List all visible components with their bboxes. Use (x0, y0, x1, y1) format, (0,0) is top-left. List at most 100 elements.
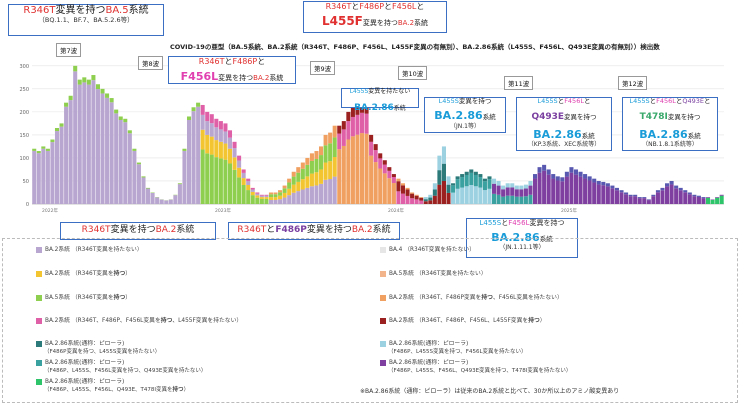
bar-segment (309, 186, 314, 204)
bar-segment (482, 190, 487, 204)
bar-segment (314, 151, 319, 159)
bar-segment (328, 161, 333, 180)
bar-segment (501, 189, 506, 197)
bar-segment (278, 195, 283, 200)
bar-segment (223, 143, 228, 160)
bar-segment (332, 176, 337, 204)
bar-segment (469, 169, 474, 173)
bar-segment (364, 133, 369, 204)
bar-segment (291, 171, 296, 177)
bar-segment (64, 102, 69, 107)
bar-segment (364, 113, 369, 134)
bar-segment (273, 194, 278, 198)
bar-segment (583, 174, 588, 179)
bar-segment (314, 185, 319, 204)
bar-segment (542, 164, 547, 171)
bar-segment (68, 95, 73, 101)
bar-segment (692, 196, 697, 204)
bar-segment (273, 192, 278, 195)
bar-segment (532, 178, 538, 204)
bar-segment (77, 79, 82, 85)
bar-segment (191, 107, 196, 112)
bar-segment (95, 89, 100, 204)
bar-segment (674, 185, 679, 189)
bar-segment (346, 111, 351, 122)
legend-swatch (36, 294, 42, 301)
bar-segment (528, 180, 533, 186)
legend-item: BA.2系統 （R346T、F486P、F456L変異を持つ、L455F変異を持… (36, 315, 242, 324)
bar-segment (410, 193, 415, 199)
bar-segment (50, 139, 55, 143)
bar-segment (437, 170, 442, 185)
bar-segment (309, 153, 314, 161)
bar-segment (460, 187, 465, 204)
bar-segment (328, 143, 333, 162)
bar-segment (696, 196, 701, 204)
bar-segment (232, 169, 237, 204)
bar-segment (355, 114, 360, 135)
y-tick-label: 250 (19, 87, 29, 93)
bar-segment (332, 125, 337, 138)
bar-segment (546, 174, 551, 204)
bar-segment (701, 197, 706, 199)
bar-segment (455, 188, 460, 204)
bar-segment (200, 149, 205, 204)
bar-segment (82, 82, 87, 204)
bar-segment (264, 197, 269, 199)
bar-segment (414, 195, 419, 200)
bar-segment (186, 119, 192, 204)
bar-segment (291, 192, 296, 204)
annotation-kp3: L455SとF456Lと Q493E変異を持つ BA.2.86系統 （KP.3系… (516, 97, 612, 151)
chart-title: COVID-19の亜型（BA.5系統、BA.2系統（R346T、F486P、F4… (170, 43, 660, 51)
bar-segment (478, 177, 483, 188)
wave-label-12: 第12波 (618, 76, 648, 90)
bar-segment (624, 194, 629, 204)
bar-segment (441, 146, 446, 164)
bar-segment (674, 188, 679, 204)
bar-segment (373, 150, 378, 163)
legend-swatch (380, 317, 386, 324)
bar-segment (482, 178, 487, 182)
bar-segment (510, 187, 515, 196)
bar-segment (669, 184, 674, 204)
bar-segment (282, 197, 287, 204)
bar-segment (373, 144, 378, 151)
bar-segment (569, 172, 574, 204)
bar-segment (628, 196, 633, 204)
bar-segment (646, 200, 651, 204)
bar-segment (77, 84, 82, 204)
bar-segment (405, 189, 410, 196)
bar-segment (683, 190, 688, 193)
bar-segment (387, 170, 392, 179)
bar-segment (460, 177, 465, 188)
bar-segment (255, 192, 260, 194)
bar-segment (209, 114, 214, 124)
bar-segment (223, 131, 228, 144)
bar-segment (683, 192, 688, 204)
bar-segment (218, 158, 223, 204)
bar-segment (501, 185, 506, 190)
bar-segment (32, 150, 37, 204)
bar-segment (551, 178, 556, 204)
bar-segment (309, 160, 314, 174)
bar-segment (523, 196, 528, 204)
bar-segment (619, 192, 624, 204)
bar-segment (410, 192, 415, 194)
bar-segment (578, 171, 583, 177)
bar-segment (510, 195, 515, 204)
bar-segment (168, 199, 173, 204)
bar-segment (387, 167, 392, 171)
bar-segment (692, 194, 697, 197)
bar-segment (492, 193, 497, 204)
bar-segment (719, 195, 724, 204)
bar-segment (237, 177, 242, 204)
bar-segment (432, 195, 437, 204)
bar-segment (496, 194, 501, 204)
bar-segment (41, 148, 46, 204)
bar-segment (382, 160, 387, 165)
x-year-label: 2022年 (42, 207, 58, 214)
bar-segment (141, 176, 146, 178)
bar-segment (419, 197, 424, 198)
bar-segment (114, 109, 119, 114)
bar-segment (341, 121, 346, 130)
